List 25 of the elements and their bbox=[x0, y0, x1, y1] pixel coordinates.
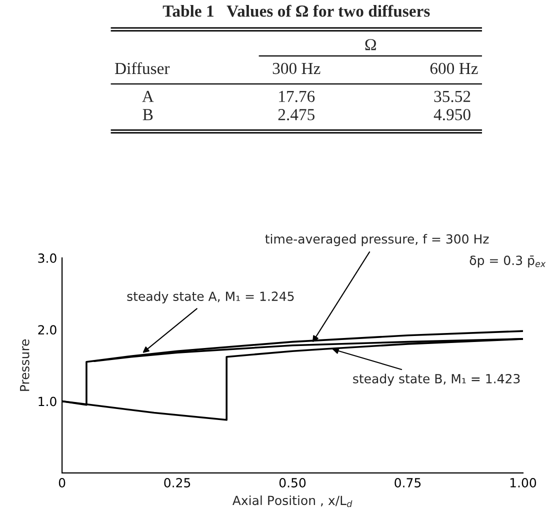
x-tick-label: 0 bbox=[58, 478, 66, 488]
text: Diffuser bbox=[114, 62, 170, 74]
x-axis-title: Axial Position , x/L$_{d}$ bbox=[232, 495, 352, 508]
text: 300 Hz bbox=[272, 62, 320, 74]
text: B bbox=[142, 109, 153, 120]
text: 4.950 bbox=[434, 109, 470, 120]
x-tick-label: 0.50 bbox=[279, 478, 306, 488]
y-tick-label: 1.0 bbox=[38, 396, 56, 406]
text: 600 Hz bbox=[430, 62, 478, 74]
text: 35.52 bbox=[434, 90, 470, 102]
annotation: time-averaged pressure, f = 300 Hz bbox=[265, 234, 489, 246]
text: Table 1 Values of Ω for two diffusers bbox=[162, 4, 430, 17]
text: 2.475 bbox=[278, 109, 314, 120]
x-tick-label: 0.75 bbox=[394, 478, 421, 488]
annotation: steady state B, M₁ = 1.423 bbox=[353, 374, 520, 386]
text: A bbox=[142, 90, 154, 102]
annotation: δp = 0.3 p̄$_{ex}$ bbox=[470, 256, 546, 268]
annotation: steady state A, M₁ = 1.245 bbox=[127, 291, 294, 304]
y-axis-title: Pressure bbox=[20, 339, 30, 391]
x-tick-label: 0.25 bbox=[164, 478, 190, 488]
y-tick-label: 3.0 bbox=[38, 253, 56, 263]
text: 17.76 bbox=[279, 90, 315, 102]
y-tick-label: 2.0 bbox=[38, 325, 56, 335]
x-tick-label: 1.00 bbox=[510, 478, 536, 488]
text: Ω bbox=[365, 39, 376, 50]
